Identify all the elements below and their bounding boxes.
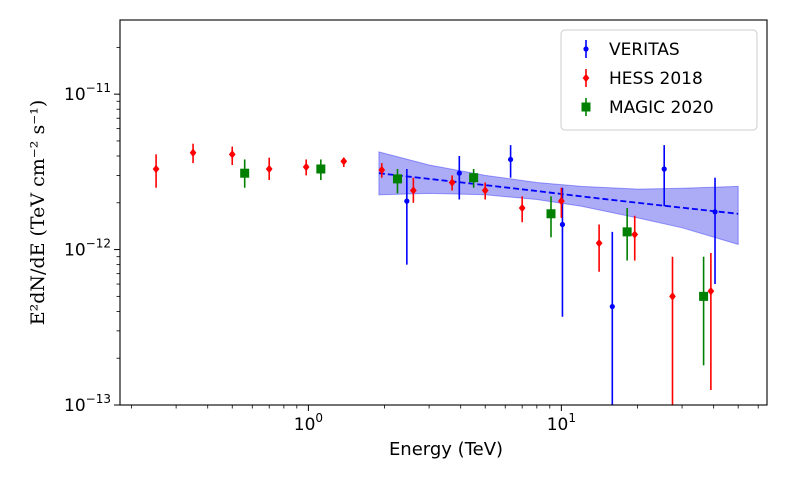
data-point [595,238,603,248]
data-point [378,165,386,175]
data-point [661,166,667,172]
data-point [481,186,489,195]
data-point [699,291,709,301]
data-point [152,164,160,174]
legend-label: MAGIC 2020 [609,98,714,118]
legend: VERITAS HESS 2018 MAGIC 2020 [560,29,758,131]
fit-band-layer [378,151,739,246]
data-point [410,186,417,195]
legend-label: VERITAS [609,40,680,60]
fit-line [378,172,739,215]
legend-box [560,29,758,131]
data-point [316,164,326,174]
y-tick-label: 10−13 [64,392,111,416]
series-hess-2018 [152,143,715,405]
data-point [518,203,526,213]
y-tick-label: 10−11 [64,81,111,105]
data-point [546,209,556,219]
legend-marker [581,102,591,112]
data-point [707,286,715,296]
data-point [456,170,462,176]
data-point [240,168,250,178]
y-axis-label: E²dN/dE (TeV cm⁻² s⁻¹) [27,100,49,326]
x-axis-label: Energy (TeV) [389,439,503,460]
data-point [622,227,632,237]
data-point [609,303,615,310]
data-point [404,198,410,204]
data-point [669,292,676,301]
legend-item-veritas: VERITAS [583,40,680,60]
data-point [340,157,348,166]
x-tick-label: 100 [294,411,323,435]
data-point [228,150,236,159]
legend-marker [582,73,590,83]
legend-label: HESS 2018 [609,69,703,89]
legend-marker [583,46,589,52]
data-point [469,173,479,183]
legend-item-magic-2020: MAGIC 2020 [581,98,714,118]
axes: 100 101 10−13 10−12 10−11 E²dN/dE (TeV cm⁻² s… [27,19,768,435]
data-layer [152,143,718,405]
x-tick-label: 101 [547,411,576,435]
fit-confidence-band [378,151,739,246]
data-point [265,164,273,174]
plot-frame [119,19,768,406]
data-point [712,209,718,215]
data-point [448,178,456,187]
data-point [507,156,514,163]
series-magic-2020 [240,159,709,366]
data-point [559,221,566,228]
data-point [392,174,402,184]
data-point [302,162,310,172]
data-point [189,148,197,157]
data-point [631,230,639,239]
data-point [557,196,565,206]
series-veritas [404,145,718,405]
y-tick-label: 10−12 [64,237,111,261]
legend-item-hess-2018: HESS 2018 [582,69,703,89]
